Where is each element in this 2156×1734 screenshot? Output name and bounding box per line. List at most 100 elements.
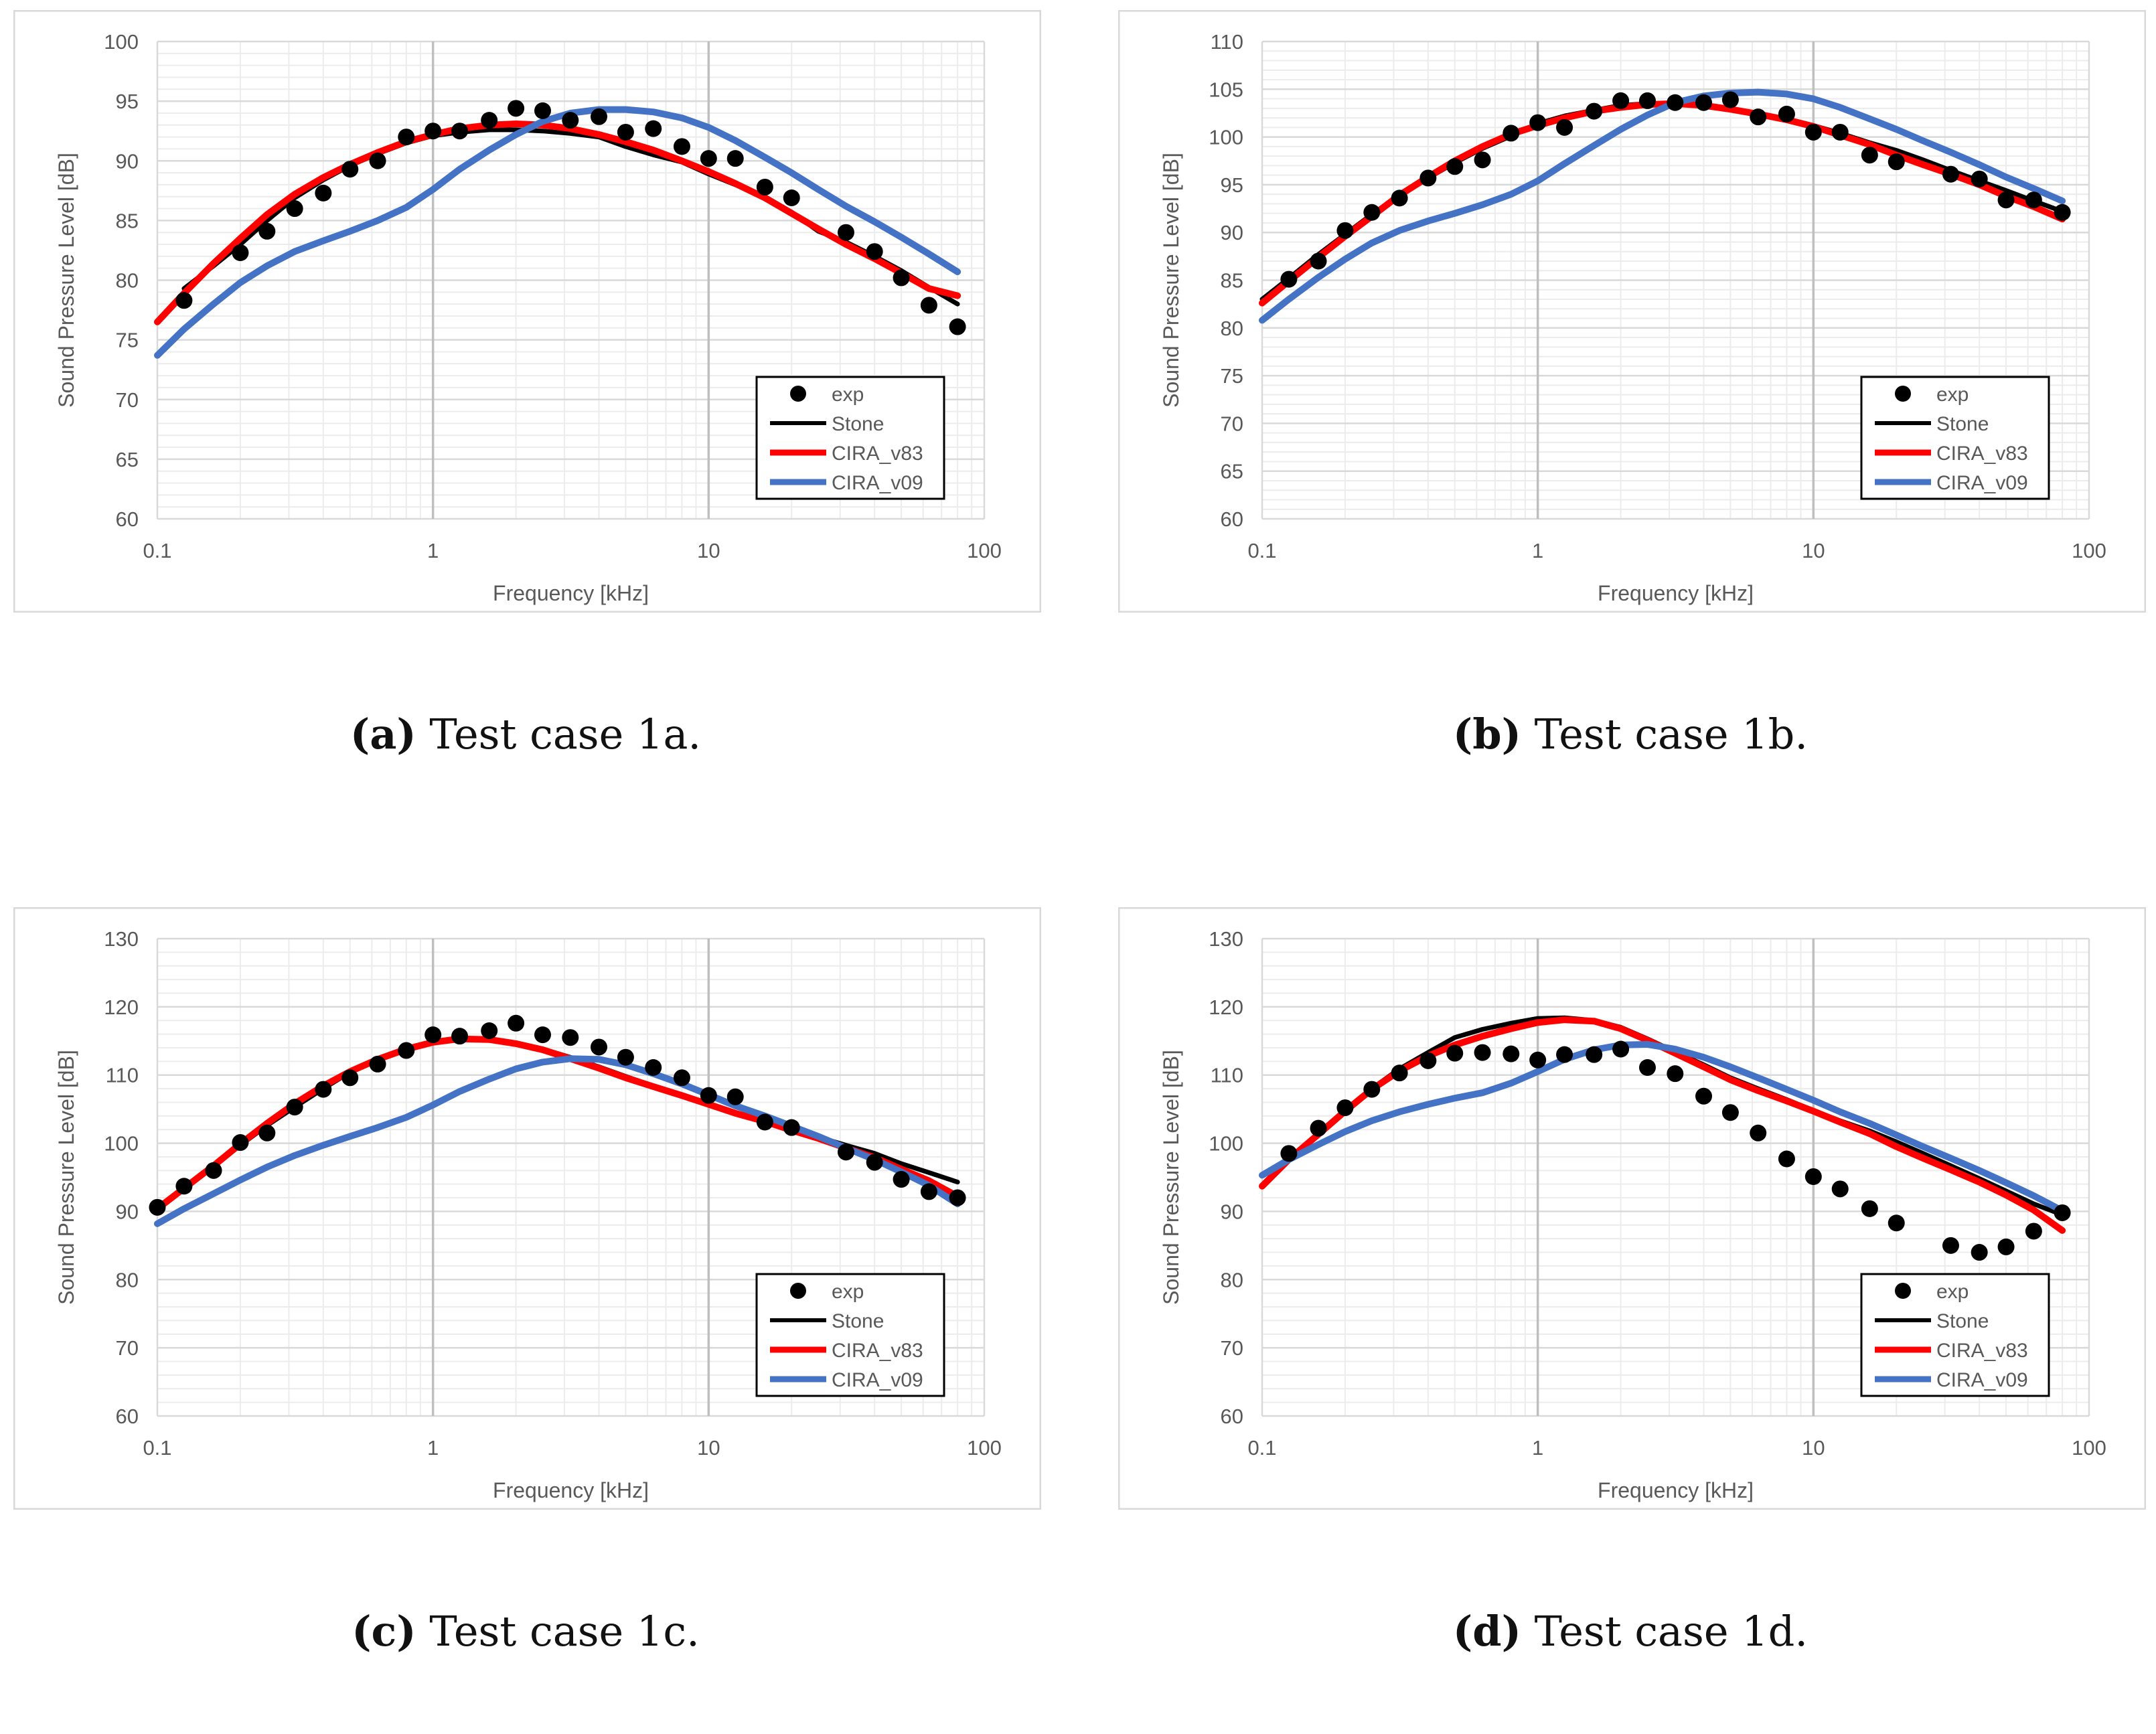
chart-c-exp-point xyxy=(232,1134,249,1152)
chart-a-exp-point xyxy=(700,150,717,167)
chart-d-exp-point xyxy=(1446,1044,1464,1062)
chart-b-y-tick-label: 95 xyxy=(1221,173,1243,197)
chart-b-x-tick-label: 0.1 xyxy=(1247,539,1276,562)
chart-a-y-axis-title: Sound Pressure Level [dB] xyxy=(54,153,78,408)
chart-a-x-tick-label: 0.1 xyxy=(143,539,171,562)
chart-c-y-tick-label: 120 xyxy=(104,996,139,1019)
chart-c-exp-point xyxy=(341,1069,359,1087)
caption-b: (b) Test case 1b. xyxy=(1105,710,2156,759)
chart-d-y-tick-label: 130 xyxy=(1209,927,1243,951)
chart-d-legend-label-stone: Stone xyxy=(1936,1310,1989,1332)
chart-b-exp-point xyxy=(1888,153,1905,171)
chart-panel-d: 60 70 80 90 100 110 120 130 0.1 1 10 100 Frequency [… xyxy=(1105,897,2156,1734)
chart-c-exp-point xyxy=(645,1059,662,1077)
chart-b-exp-point xyxy=(1391,189,1408,207)
chart-d-legend-box xyxy=(1860,1273,2050,1397)
chart-c-exp-point xyxy=(425,1026,442,1044)
chart-c-y-tick-label: 100 xyxy=(104,1132,139,1156)
chart-b-x-tick-label: 100 xyxy=(2072,539,2106,562)
caption-a-letter: (a) xyxy=(350,710,416,759)
caption-a: (a) Test case 1a. xyxy=(0,710,1051,759)
chart-a-legend-label-cira-v83: CIRA_v83 xyxy=(832,443,923,465)
chart-c-exp-point xyxy=(920,1183,937,1200)
chart-a-exp-point xyxy=(341,161,359,178)
chart-b-exp-point xyxy=(1280,270,1298,288)
chart-d-legend-label-exp: exp xyxy=(1936,1281,1969,1303)
chart-d-exp-point xyxy=(1721,1104,1739,1121)
chart-d-series-exp xyxy=(1280,1040,2071,1261)
chart-b-y-tick-label: 70 xyxy=(1221,412,1243,435)
chart-c-minor-grid xyxy=(157,939,984,1416)
chart-a-exp-point xyxy=(756,178,773,195)
chart-b-exp-point xyxy=(1804,123,1822,141)
chart-d-exp-point xyxy=(1556,1046,1573,1063)
chart-a-exp-point xyxy=(369,152,386,169)
chart-d-exp-point xyxy=(1861,1200,1878,1217)
chart-d-x-tick-label: 10 xyxy=(1802,1436,1825,1460)
chart-b-exp-point xyxy=(1638,92,1656,109)
chart-d-exp-point xyxy=(1310,1119,1327,1137)
chart-c-y-tick-label: 130 xyxy=(104,927,139,951)
chart-c-legend: exp Stone CIRA_v83 CIRA_v09 xyxy=(755,1273,945,1397)
chart-c-exp-point xyxy=(562,1029,579,1046)
chart-b-x-tick-label: 1 xyxy=(1532,539,1543,562)
chart-a-y-tick-label: 70 xyxy=(116,388,139,412)
chart-b-exp-point xyxy=(1997,191,2015,209)
chart-c-exp-point xyxy=(175,1178,193,1195)
chart-a-exp-point xyxy=(866,243,883,260)
chart-a-legend-label-cira-v09: CIRA_v09 xyxy=(832,472,923,494)
caption-b-letter: (b) xyxy=(1452,710,1521,759)
chart-a-exp-point xyxy=(645,120,662,137)
chart-a-y-tick-label: 100 xyxy=(104,30,139,54)
chart-b-y-tick-label: 100 xyxy=(1209,126,1243,149)
chart-a-y-tick-label: 75 xyxy=(116,329,139,352)
chart-c-legend-label-cira-v09: CIRA_v09 xyxy=(832,1369,923,1391)
chart-d-exp-point xyxy=(1503,1045,1520,1062)
chart-a-series-cira-v09 xyxy=(154,106,961,359)
chart-d-exp-point xyxy=(1474,1044,1491,1061)
chart-d-series-cira-v09 xyxy=(1259,1040,2066,1214)
chart-b-series-cira-v09 xyxy=(1259,88,2066,324)
chart-b-series-exp xyxy=(1280,91,2071,288)
chart-d-exp-point xyxy=(1612,1040,1630,1058)
chart-c-x-tick-label: 1 xyxy=(427,1436,439,1460)
chart-d-exp-point xyxy=(1336,1099,1354,1117)
chart-c-exp-point xyxy=(893,1171,910,1188)
chart-b-y-tick-label: 110 xyxy=(1211,30,1243,54)
chart-a-exp-point xyxy=(837,224,854,241)
chart-a-exp-point xyxy=(562,112,579,129)
chart-d-exp-point xyxy=(1971,1244,1988,1261)
chart-b-exp-point xyxy=(1750,108,1767,126)
chart-d-exp-point xyxy=(1419,1052,1437,1069)
chart-a-legend-label-stone: Stone xyxy=(832,413,884,435)
chart-b-exp-point xyxy=(1310,252,1327,270)
chart-b-exp-point xyxy=(1474,151,1491,169)
chart-a-legend-label-exp: exp xyxy=(832,384,864,406)
chart-a-exp-point xyxy=(451,123,469,140)
chart-c-exp-point xyxy=(534,1026,551,1044)
chart-d-y-tick-label: 70 xyxy=(1221,1336,1243,1360)
caption-d-letter: (d) xyxy=(1452,1607,1521,1656)
chart-d-exp-point xyxy=(1942,1237,1959,1254)
chart-c-exp-point xyxy=(451,1028,469,1045)
chart-d-y-axis-title: Sound Pressure Level [dB] xyxy=(1159,1050,1183,1305)
chart-d-exp-point xyxy=(1529,1051,1547,1069)
chart-panel-a: 60 65 70 75 80 85 90 95 100 0.1 1 10 100 Frequency [k… xyxy=(0,0,1051,837)
chart-c-exp-point xyxy=(258,1124,276,1141)
chart-a-y-tick-label: 60 xyxy=(116,507,139,531)
chart-d-exp-point xyxy=(2025,1223,2042,1240)
chart-c-exp-point xyxy=(700,1087,717,1104)
chart-c-y-tick-label: 80 xyxy=(116,1268,139,1291)
chart-a-y-tick-label: 85 xyxy=(116,209,139,232)
chart-d-exp-point xyxy=(1778,1150,1795,1168)
chart-d-exp-point xyxy=(1997,1238,2015,1255)
chart-a-y-tick-label: 65 xyxy=(116,448,139,471)
chart-b-y-tick-label: 85 xyxy=(1221,269,1243,293)
chart-c-frame xyxy=(13,907,1041,1510)
chart-a-exp-point xyxy=(425,123,442,140)
chart-a-y-tick-label: 90 xyxy=(116,149,139,173)
caption-c-letter: (c) xyxy=(352,1607,416,1656)
chart-panel-c: 60 70 80 90 100 110 120 130 0.1 1 10 100 Frequency [… xyxy=(0,897,1051,1734)
